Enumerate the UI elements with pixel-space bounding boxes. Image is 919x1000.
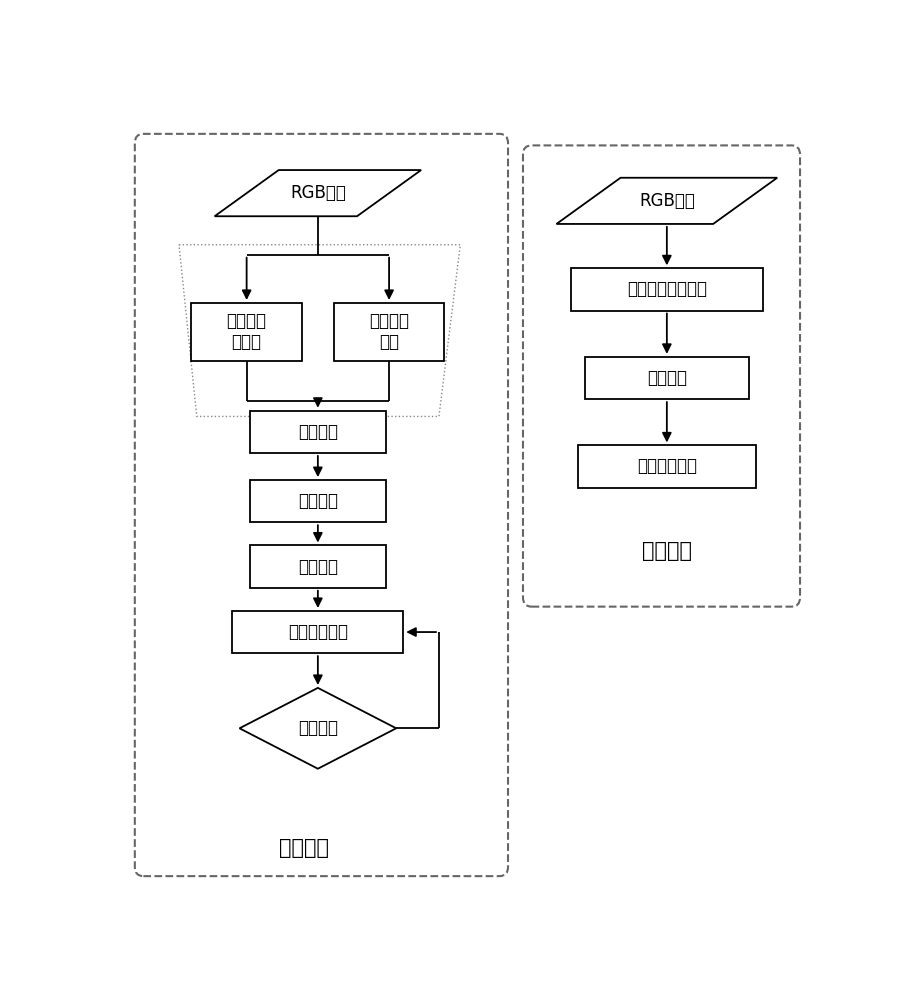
Polygon shape bbox=[557, 178, 777, 224]
Text: 网格变形: 网格变形 bbox=[647, 369, 686, 387]
Bar bbox=[578, 445, 755, 488]
Polygon shape bbox=[240, 688, 396, 769]
Bar bbox=[334, 303, 444, 361]
Bar bbox=[191, 303, 301, 361]
Text: 测试阶段: 测试阶段 bbox=[641, 541, 692, 561]
Text: 输出重建结果: 输出重建结果 bbox=[637, 458, 697, 476]
Text: 物体结构预测网络: 物体结构预测网络 bbox=[627, 280, 707, 298]
Text: 网格变形: 网格变形 bbox=[298, 558, 338, 576]
Polygon shape bbox=[214, 170, 421, 216]
Text: 损失函数计算: 损失函数计算 bbox=[288, 623, 348, 641]
Text: 迭代优化: 迭代优化 bbox=[298, 719, 338, 737]
Bar bbox=[571, 268, 763, 311]
Text: RGB图片: RGB图片 bbox=[289, 184, 346, 202]
Bar bbox=[250, 480, 386, 522]
Text: 递归解码: 递归解码 bbox=[298, 492, 338, 510]
Bar bbox=[250, 411, 386, 453]
Text: 深度图特
征提取: 深度图特 征提取 bbox=[227, 312, 267, 351]
FancyBboxPatch shape bbox=[135, 134, 508, 876]
Bar bbox=[233, 611, 403, 653]
FancyBboxPatch shape bbox=[523, 145, 800, 607]
Text: 潜在向量: 潜在向量 bbox=[298, 423, 338, 441]
Text: 图片特征
提取: 图片特征 提取 bbox=[369, 312, 409, 351]
Text: RGB图片: RGB图片 bbox=[639, 192, 695, 210]
Bar bbox=[585, 357, 749, 399]
Text: 训练阶段: 训练阶段 bbox=[278, 838, 329, 858]
Bar bbox=[250, 545, 386, 588]
